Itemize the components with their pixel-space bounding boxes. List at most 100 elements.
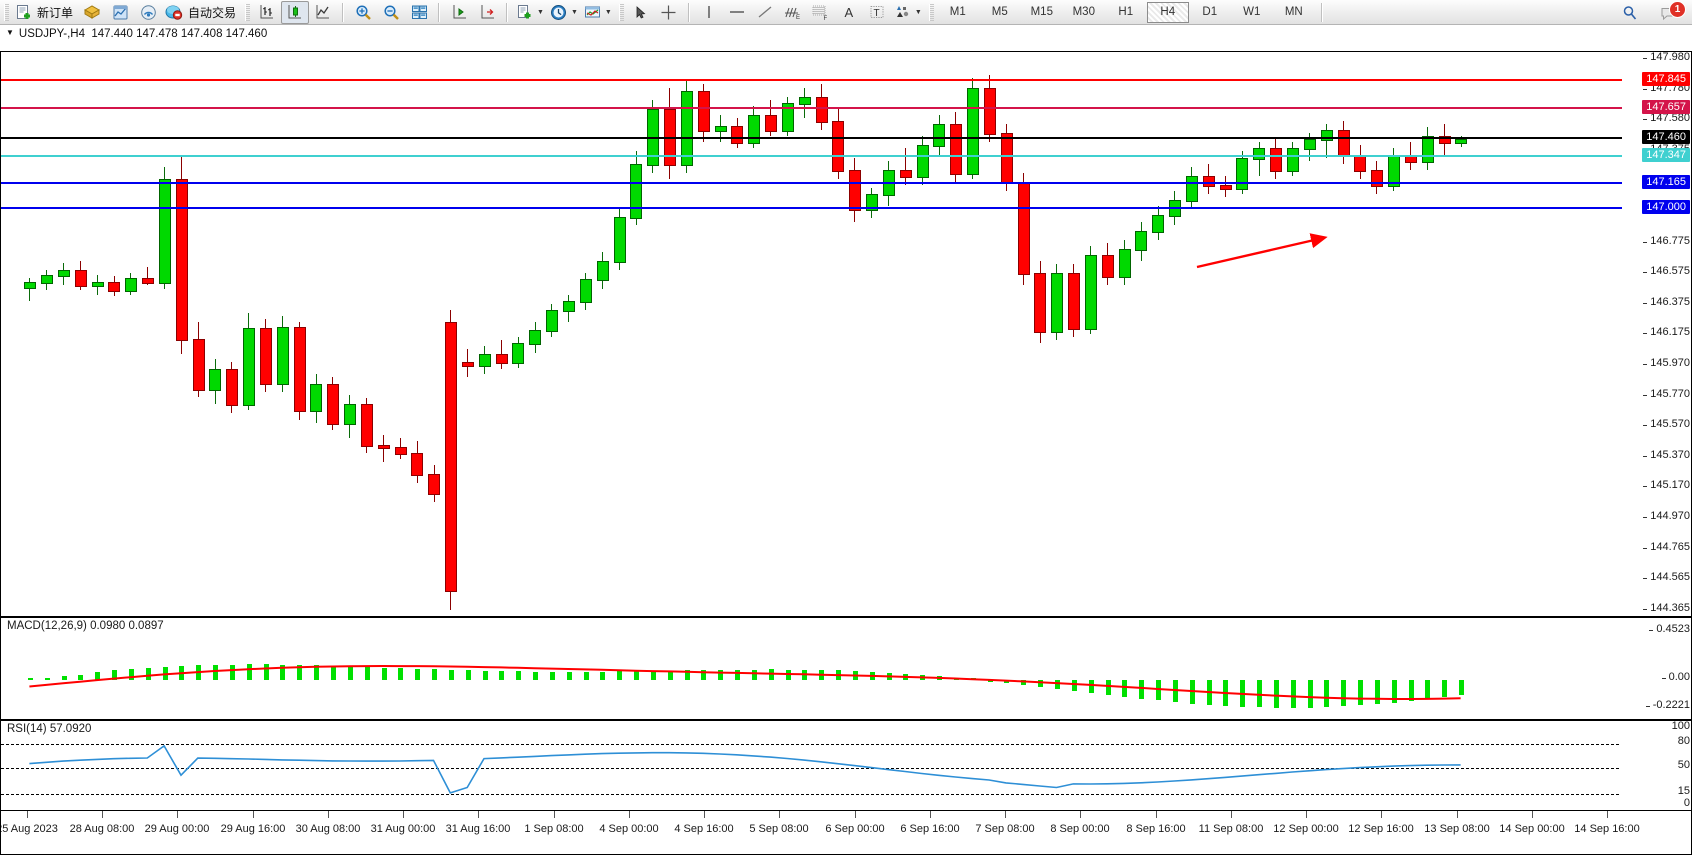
price-level-line-support-blue-2[interactable] bbox=[0, 207, 1622, 210]
price-level-label-support-blue-2[interactable]: 147.000 bbox=[1642, 200, 1690, 215]
macd-histogram-bar bbox=[903, 673, 908, 680]
candle-body bbox=[361, 404, 373, 448]
candle-body bbox=[1220, 184, 1232, 190]
time-tick-mark bbox=[1532, 811, 1533, 818]
search-button[interactable] bbox=[1616, 1, 1644, 24]
time-tick-mark bbox=[554, 811, 555, 818]
indicators-button[interactable]: ▼ bbox=[513, 1, 547, 24]
notifications-button[interactable]: 1 bbox=[1654, 1, 1686, 24]
candle-body bbox=[933, 124, 945, 148]
auto-scroll-button[interactable] bbox=[473, 1, 501, 24]
chart-area[interactable]: ▼ USDJPY-,H4 147.440 147.478 147.408 147.… bbox=[0, 25, 1692, 855]
period-button[interactable]: ▼ bbox=[547, 1, 581, 24]
elliott-wave-button[interactable]: E bbox=[779, 1, 807, 24]
text-button[interactable]: A bbox=[835, 1, 863, 24]
macd-histogram-bar bbox=[1392, 680, 1397, 703]
price-level-line-resistance-red-1[interactable] bbox=[0, 78, 1622, 81]
timeframe-d1[interactable]: D1 bbox=[1202, 6, 1218, 18]
toolbar-grip-1[interactable] bbox=[4, 3, 9, 21]
macd-pane[interactable]: MACD(12,26,9) 0.0980 0.0897 bbox=[0, 617, 1692, 720]
macd-histogram-bar bbox=[567, 671, 572, 680]
symbol-text: USDJPY-,H4 bbox=[18, 28, 85, 40]
rsi-tick: 50 bbox=[1677, 758, 1690, 771]
templates-caret-icon[interactable]: ▼ bbox=[604, 8, 612, 16]
templates-button[interactable]: ▼ bbox=[581, 1, 615, 24]
fibonacci-button[interactable]: F bbox=[807, 1, 835, 24]
price-level-line-pivot-cyan[interactable] bbox=[0, 154, 1622, 157]
timeframe-m30[interactable]: M30 bbox=[1072, 6, 1095, 18]
horizontal-line-button[interactable] bbox=[723, 1, 751, 24]
chart-profile-icon bbox=[83, 4, 101, 21]
rsi-pane[interactable]: RSI(14) 57.0920 bbox=[0, 720, 1692, 811]
candle-body bbox=[1085, 255, 1097, 331]
candle-body bbox=[1321, 130, 1333, 142]
price-level-line-support-blue-1[interactable] bbox=[0, 182, 1622, 185]
candle-wick bbox=[147, 267, 148, 286]
shapes-button[interactable]: ▼ bbox=[891, 1, 925, 24]
vertical-line-button[interactable] bbox=[695, 1, 723, 24]
macd-histogram-bar bbox=[1156, 680, 1161, 701]
vertical-line-icon bbox=[702, 4, 716, 20]
zoom-in-button[interactable] bbox=[349, 1, 377, 24]
price-scale[interactable]: 147.845 147.657 147.460 147.347 147.165 147.0… bbox=[1622, 51, 1692, 855]
macd-histogram-bar bbox=[213, 664, 218, 680]
price-level-line-last-price[interactable] bbox=[0, 137, 1622, 140]
cursor-button[interactable] bbox=[627, 1, 655, 24]
market-watch-button[interactable] bbox=[106, 1, 134, 24]
price-level-label-resistance-red-1[interactable]: 147.845 bbox=[1642, 71, 1690, 86]
price-level-label-resistance-crimson[interactable]: 147.657 bbox=[1642, 100, 1690, 115]
candlestick-chart-button[interactable] bbox=[281, 0, 310, 24]
collapse-triangle-icon[interactable]: ▼ bbox=[6, 28, 14, 37]
price-pane[interactable] bbox=[0, 51, 1692, 617]
macd-histogram-bar bbox=[1324, 680, 1329, 708]
macd-histogram-bar bbox=[1308, 680, 1313, 708]
templates-icon bbox=[584, 4, 601, 21]
time-tick-mark bbox=[1607, 811, 1608, 818]
timeframe-mn[interactable]: MN bbox=[1284, 6, 1303, 18]
zoom-out-button[interactable] bbox=[377, 1, 405, 24]
toolbar-grip-4[interactable] bbox=[928, 3, 934, 21]
price-level-label-last-price[interactable]: 147.460 bbox=[1642, 130, 1690, 145]
time-tick-label: 31 Aug 16:00 bbox=[445, 823, 511, 835]
trendline-button[interactable] bbox=[751, 1, 779, 24]
chart-profile-button[interactable] bbox=[78, 1, 106, 24]
toolbar-grip-3[interactable] bbox=[618, 3, 624, 21]
shapes-caret-icon[interactable]: ▼ bbox=[914, 8, 922, 16]
candle-body bbox=[294, 326, 306, 413]
timeframe-m1[interactable]: M1 bbox=[949, 6, 966, 18]
macd-tick: 0.00 bbox=[1661, 671, 1690, 683]
timeframe-h1[interactable]: H1 bbox=[1118, 6, 1134, 18]
rsi-level-15 bbox=[1, 794, 1619, 796]
candle-body bbox=[1051, 273, 1063, 334]
timeframe-w1[interactable]: W1 bbox=[1243, 6, 1261, 18]
shift-end-button[interactable] bbox=[445, 1, 473, 24]
text-label-button[interactable]: T bbox=[863, 1, 891, 24]
price-tick: 145.570 bbox=[1643, 418, 1690, 430]
crosshair-button[interactable] bbox=[655, 1, 683, 24]
timeframe-m15[interactable]: M15 bbox=[1030, 6, 1053, 18]
price-level-label-pivot-cyan[interactable]: 147.347 bbox=[1642, 147, 1690, 162]
indicators-caret-icon[interactable]: ▼ bbox=[537, 8, 544, 16]
autotrading-button[interactable]: 自动交易 bbox=[162, 1, 241, 24]
candle-body bbox=[765, 114, 777, 133]
candle-body bbox=[428, 474, 440, 495]
price-level-line-resistance-crimson[interactable] bbox=[0, 107, 1622, 110]
candle-body bbox=[226, 369, 238, 407]
time-axis[interactable]: 25 Aug 2023 28 Aug 08:00 29 Aug 00:00 29 Au… bbox=[0, 811, 1692, 855]
toolbar-grip-2[interactable] bbox=[245, 3, 251, 21]
tile-windows-button[interactable] bbox=[405, 1, 433, 24]
price-tick: 145.970 bbox=[1643, 357, 1690, 369]
timeframe-m5[interactable]: M5 bbox=[991, 6, 1008, 18]
macd-overlay bbox=[29, 664, 1461, 700]
navigator-button[interactable] bbox=[134, 1, 162, 24]
zoom-out-icon bbox=[383, 4, 400, 21]
price-level-label-support-blue-1[interactable]: 147.165 bbox=[1642, 175, 1690, 190]
bar-chart-button[interactable] bbox=[253, 1, 281, 24]
period-caret-icon[interactable]: ▼ bbox=[570, 8, 578, 16]
candle-body bbox=[310, 384, 322, 413]
line-chart-button[interactable] bbox=[309, 1, 337, 24]
timeframe-h4[interactable]: H4 bbox=[1146, 1, 1189, 23]
new-order-button[interactable]: 新订单 bbox=[12, 1, 78, 24]
macd-histogram-bar bbox=[1409, 680, 1414, 702]
fibonacci-icon: F bbox=[811, 4, 830, 22]
